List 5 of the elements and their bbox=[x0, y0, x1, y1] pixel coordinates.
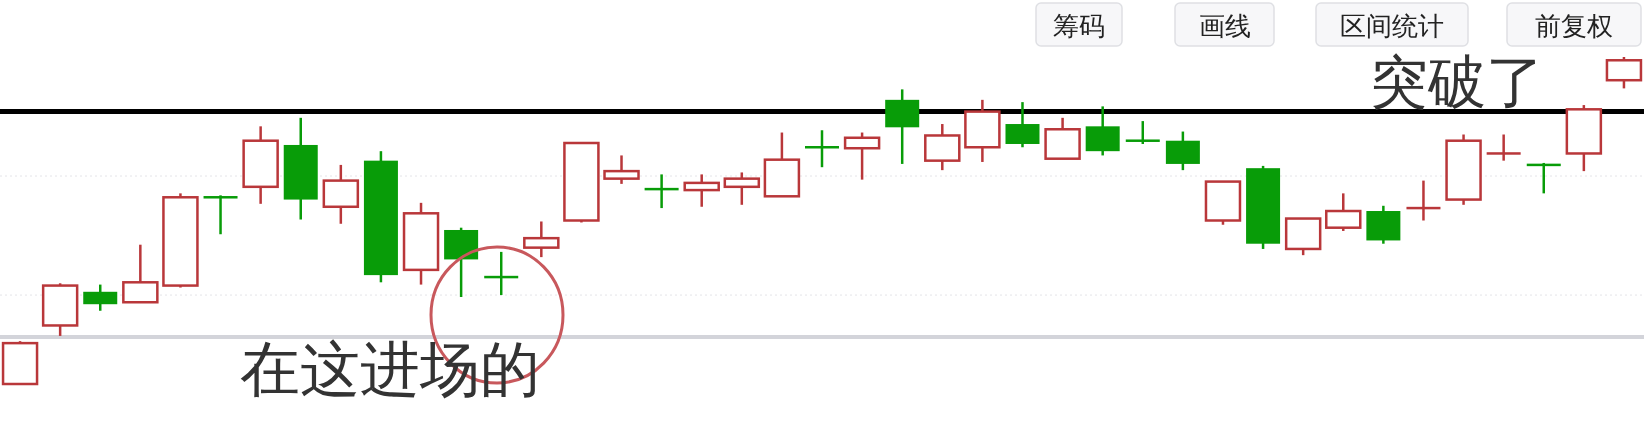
annotation: 突破了 bbox=[1370, 49, 1544, 114]
text: 画线 bbox=[1198, 11, 1251, 41]
text: 区间统计 bbox=[1340, 11, 1444, 41]
text: 前复权 bbox=[1535, 11, 1613, 41]
text: 筹码 bbox=[1053, 11, 1105, 41]
